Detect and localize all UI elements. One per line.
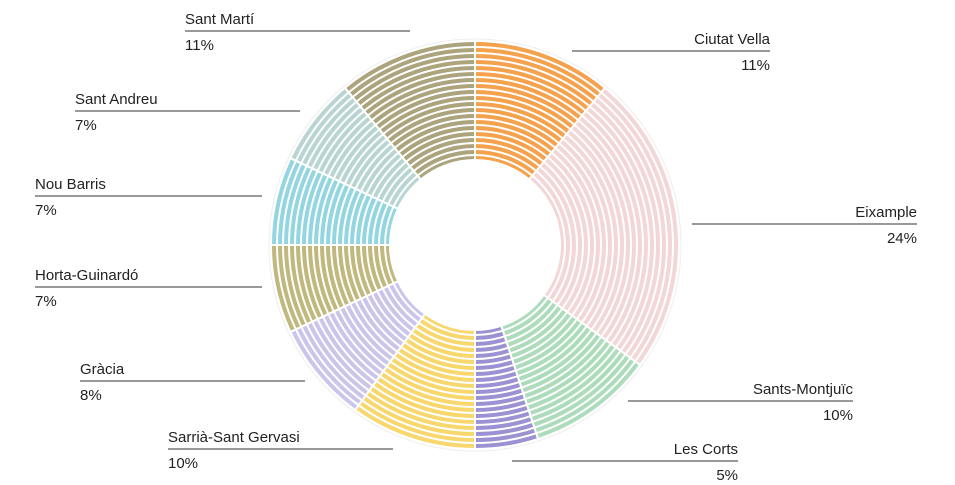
label-value: 8% bbox=[80, 387, 102, 404]
label-value: 10% bbox=[168, 455, 198, 472]
label-value: 5% bbox=[716, 467, 738, 484]
label-value: 7% bbox=[35, 202, 57, 219]
stripe bbox=[384, 154, 566, 336]
label-name: Nou Barris bbox=[35, 176, 106, 193]
stripe bbox=[330, 100, 620, 390]
label-name: Horta-Guinardó bbox=[35, 267, 138, 284]
label-name: Sants-Montjuïc bbox=[753, 381, 854, 398]
stripe bbox=[282, 52, 668, 438]
label-value: 7% bbox=[35, 293, 57, 310]
label-name: Sarrià-Sant Gervasi bbox=[168, 429, 300, 446]
stripe bbox=[294, 64, 656, 426]
label-value: 11% bbox=[741, 57, 770, 74]
stripe bbox=[324, 94, 626, 396]
label-value: 7% bbox=[75, 117, 97, 134]
stripe bbox=[270, 40, 680, 450]
outer-ring bbox=[268, 38, 682, 452]
stripe bbox=[336, 106, 614, 384]
stripe bbox=[300, 70, 650, 420]
stripe bbox=[354, 124, 596, 366]
label-name: Eixample bbox=[855, 204, 917, 221]
stripe bbox=[348, 118, 602, 372]
label-value: 10% bbox=[823, 407, 853, 424]
label-name: Les Corts bbox=[674, 441, 738, 458]
stripe bbox=[378, 148, 572, 342]
stripe bbox=[288, 58, 662, 432]
stripe bbox=[306, 76, 644, 414]
stripe bbox=[318, 88, 632, 402]
stripe bbox=[276, 46, 674, 444]
stripe bbox=[342, 112, 608, 378]
label-name: Sant Martí bbox=[185, 11, 255, 28]
label-name: Sant Andreu bbox=[75, 91, 158, 108]
stripe bbox=[360, 130, 590, 360]
label-name: Ciutat Vella bbox=[694, 31, 771, 48]
stripe bbox=[312, 82, 638, 408]
stripe bbox=[366, 136, 584, 354]
stripe bbox=[372, 142, 578, 348]
label-value: 11% bbox=[185, 37, 214, 54]
label-name: Gràcia bbox=[80, 361, 125, 378]
label-value: 24% bbox=[887, 230, 917, 247]
